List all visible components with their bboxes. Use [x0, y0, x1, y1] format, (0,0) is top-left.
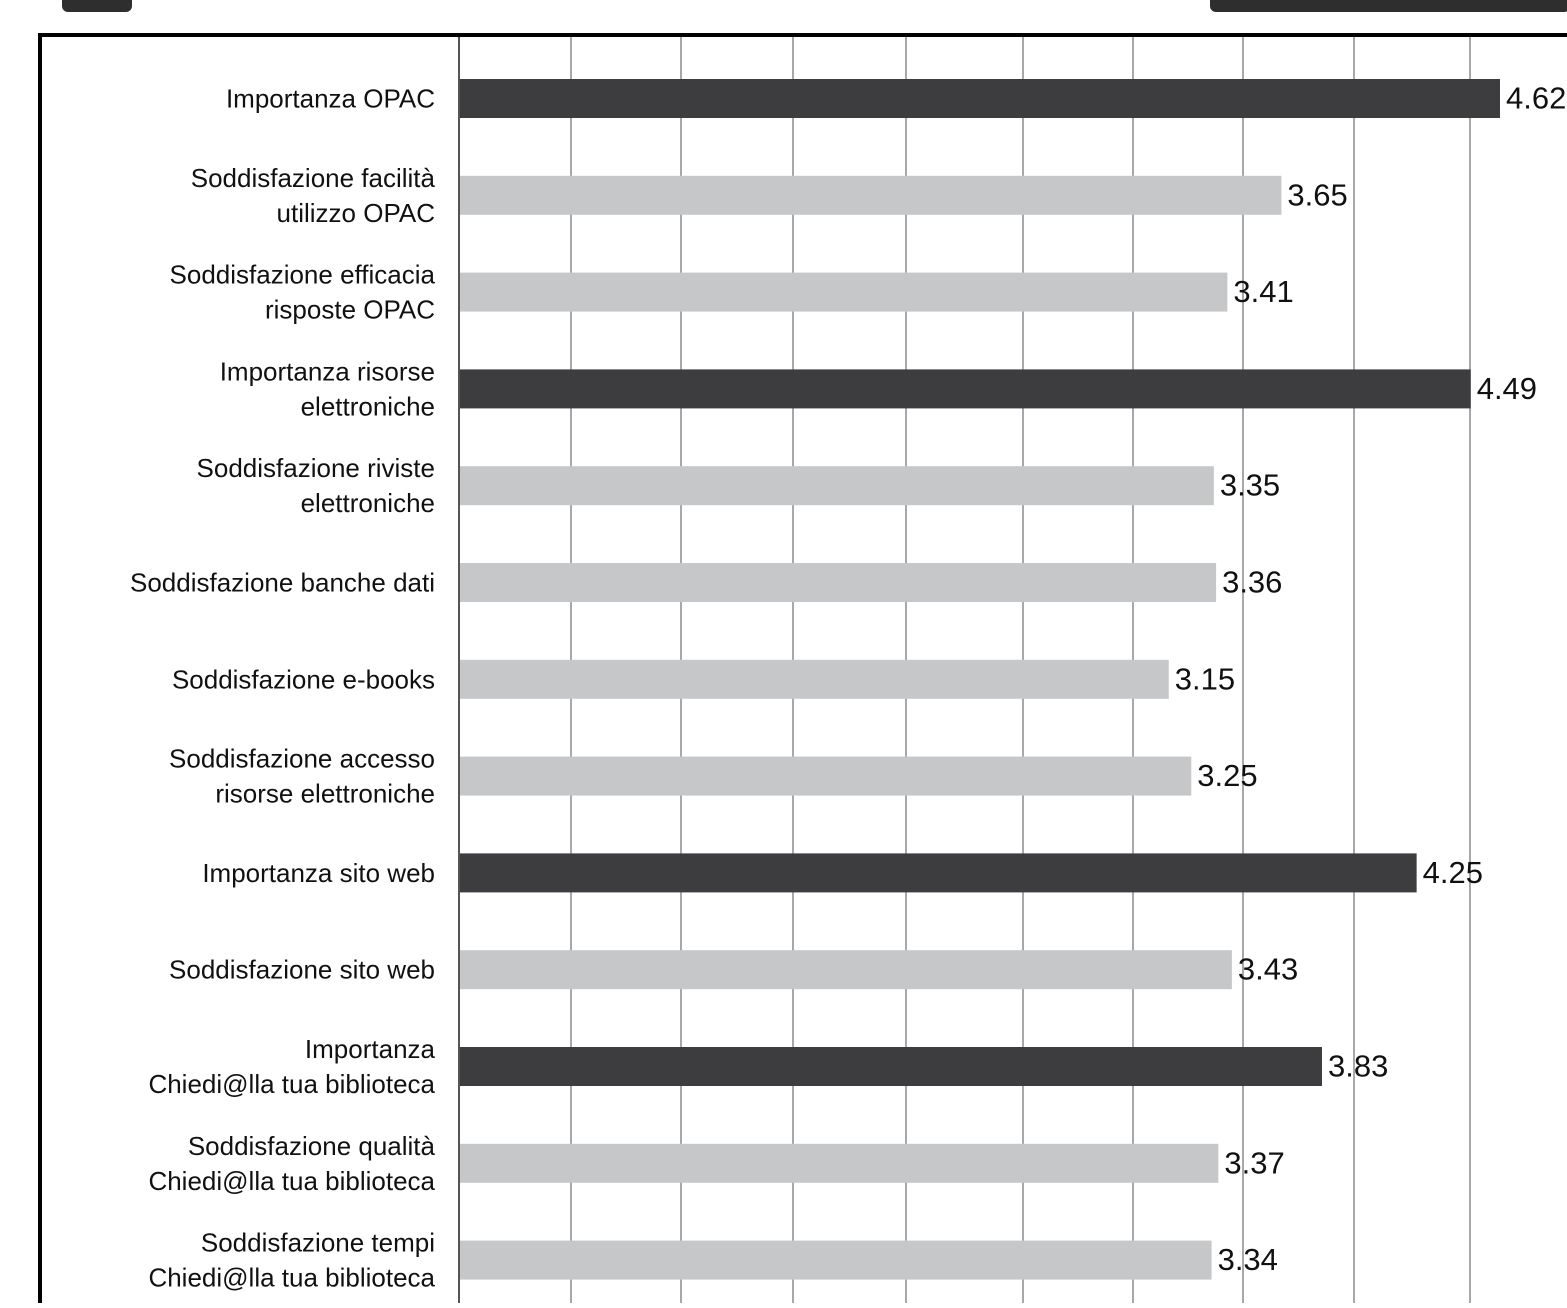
bar-13 — [460, 1240, 1212, 1280]
value-label-5: 3.35 — [1220, 468, 1280, 503]
category-label-8-line-2: risorse elettroniche — [215, 779, 435, 809]
category-label-12-line-1: Soddisfazione qualità — [188, 1131, 436, 1161]
value-label-13: 3.34 — [1218, 1242, 1278, 1277]
category-label-3-line-2: risposte OPAC — [265, 295, 435, 325]
bar-10 — [460, 950, 1232, 990]
bar-2 — [460, 175, 1282, 215]
title-fragment-right — [1210, 0, 1567, 12]
bar-4 — [460, 369, 1471, 409]
category-label-1: Importanza OPAC — [226, 84, 435, 114]
category-label-2-line-1: Soddisfazione facilità — [191, 163, 436, 193]
category-label-11-line-2: Chiedi@lla tua biblioteca — [148, 1069, 435, 1099]
value-label-10: 3.43 — [1238, 952, 1298, 987]
bar-5 — [460, 466, 1214, 506]
bar-11 — [460, 1047, 1322, 1086]
category-label-4-line-2: elettroniche — [301, 391, 435, 421]
bar-7 — [460, 659, 1169, 699]
bar-9 — [460, 853, 1417, 893]
value-label-9: 4.25 — [1423, 855, 1483, 890]
category-label-13-line-1: Soddisfazione tempi — [201, 1228, 435, 1258]
category-label-4-line-1: Importanza risorse — [220, 356, 435, 386]
value-label-6: 3.36 — [1222, 565, 1282, 600]
bar-1 — [460, 79, 1500, 118]
bar-3 — [460, 272, 1228, 312]
bar-8 — [460, 756, 1192, 796]
category-label-10: Soddisfazione sito web — [169, 955, 435, 985]
value-label-8: 3.25 — [1197, 758, 1257, 793]
value-label-11: 3.83 — [1328, 1049, 1388, 1084]
value-label-1: 4.62 — [1506, 81, 1566, 116]
bar-6 — [460, 563, 1217, 602]
category-label-5-line-1: Soddisfazione riviste — [197, 453, 435, 483]
category-label-9: Importanza sito web — [202, 858, 435, 888]
category-label-2-line-2: utilizzo OPAC — [277, 198, 435, 228]
title-fragment-left — [62, 0, 132, 12]
bar-12 — [460, 1143, 1219, 1183]
chart-border — [38, 33, 1567, 1308]
value-label-12: 3.37 — [1224, 1145, 1284, 1180]
category-label-5-line-2: elettroniche — [301, 488, 435, 518]
value-label-4: 4.49 — [1477, 371, 1537, 406]
value-label-2: 3.65 — [1287, 177, 1347, 212]
category-label-13-line-2: Chiedi@lla tua biblioteca — [148, 1263, 435, 1293]
category-label-6: Soddisfazione banche dati — [130, 568, 435, 598]
category-label-12-line-2: Chiedi@lla tua biblioteca — [148, 1166, 435, 1196]
value-label-7: 3.15 — [1175, 661, 1235, 696]
value-label-3: 3.41 — [1233, 274, 1293, 309]
category-label-11-line-1: Importanza — [305, 1034, 436, 1064]
category-label-8-line-1: Soddisfazione accesso — [169, 744, 435, 774]
category-label-7: Soddisfazione e-books — [172, 664, 435, 694]
category-label-3-line-1: Soddisfazione efficacia — [170, 260, 436, 290]
